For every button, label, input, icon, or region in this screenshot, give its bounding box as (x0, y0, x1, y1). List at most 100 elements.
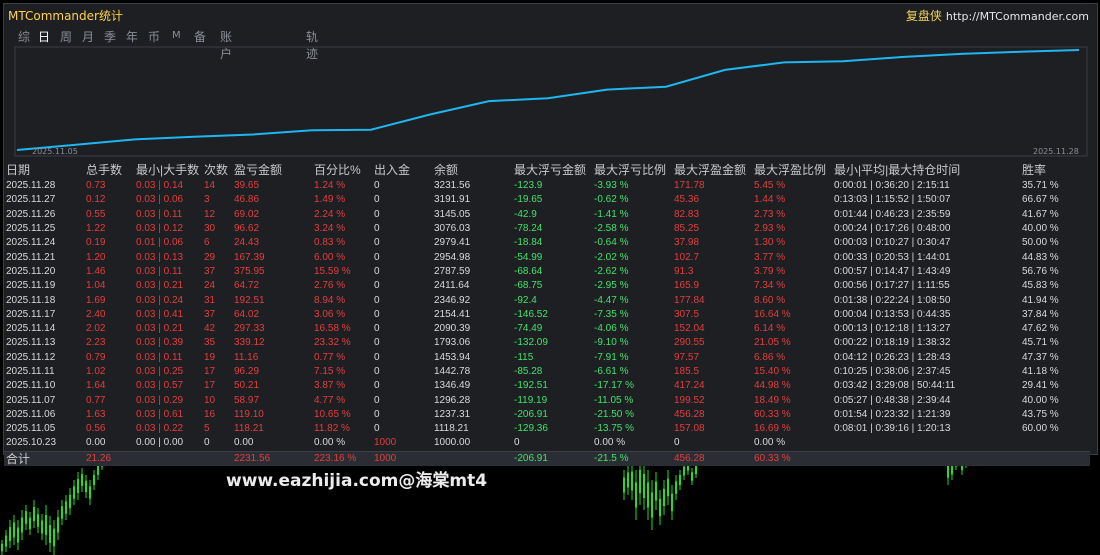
tab-0[interactable]: 综 (18, 30, 31, 44)
cell: 0 (674, 437, 680, 449)
title-bar: MTCommander统计 复盘侠 http://MTCommander.com (4, 4, 1097, 24)
tab-4[interactable]: 季 (104, 30, 117, 44)
cell: 2787.59 (434, 265, 471, 277)
table-row[interactable]: 2025.11.26 0.55 0.03 | 0.11 12 69.02 2.24 % 0 3… (4, 208, 1090, 222)
cell: 0:00:03 | 0:10:27 | 0:30:47 (834, 237, 951, 249)
tab-2[interactable]: 周 (60, 30, 73, 44)
cell: 1793.06 (434, 337, 471, 349)
table-row[interactable]: 2025.11.24 0.19 0.01 | 0.06 6 24.43 0.83 % 0 29… (4, 236, 1090, 250)
tab-6[interactable]: 币 (148, 30, 161, 44)
cell: 2.23 (86, 337, 106, 349)
cell: 3.77 % (754, 251, 786, 263)
cell: 417.24 (674, 380, 705, 392)
candle-body (635, 482, 637, 508)
candle-body (29, 517, 31, 530)
cell: 0 (374, 194, 380, 206)
table-row[interactable]: 2025.11.14 2.02 0.03 | 0.21 42 297.33 16.58 %… (4, 322, 1090, 336)
cell: 2025.11.14 (6, 323, 56, 335)
table-row[interactable]: 2025.11.25 1.22 0.03 | 0.12 30 96.62 3.24 % 0 3… (4, 222, 1090, 236)
cell: -1.41 % (594, 208, 629, 220)
cell: 1442.78 (434, 366, 471, 377)
cell: 0.00 % (594, 437, 626, 449)
col-header-4: 盈亏金额 (234, 163, 283, 177)
table-row[interactable]: 2025.11.21 1.20 0.03 | 0.13 29 167.39 6.00 % 0… (4, 250, 1090, 264)
tab-10[interactable]: 轨迹 (306, 30, 319, 61)
tab-3[interactable]: 月 (82, 30, 95, 44)
cell: 64.02 (234, 308, 260, 320)
cell: 24 (204, 280, 216, 292)
cell: 2025.11.13 (6, 337, 56, 349)
cell: 307.5 (674, 308, 700, 320)
tab-7[interactable]: M (172, 30, 181, 41)
cell: 96.29 (234, 366, 260, 377)
candle-body (631, 471, 633, 491)
table-row[interactable]: 2025.11.17 2.40 0.03 | 0.41 37 64.02 3.06 % 0 2… (4, 308, 1090, 322)
cell (1020, 436, 1090, 451)
stats-panel: MTCommander统计 复盘侠 http://MTCommander.com … (3, 3, 1098, 466)
table-row[interactable]: 2025.11.19 1.04 0.03 | 0.21 24 64.72 2.76 % 0 2… (4, 279, 1090, 293)
table-row[interactable]: 2025.11.07 0.77 0.03 | 0.29 10 58.97 4.77 % 0 1… (4, 393, 1090, 407)
cell: 50.21 (234, 380, 260, 392)
tab-5[interactable]: 年 (126, 30, 139, 44)
cell: 19 (204, 351, 216, 363)
cell: 185.5 (674, 366, 700, 377)
table-row[interactable]: 2025.11.05 0.56 0.03 | 0.22 5 118.21 11.82 % 0… (4, 422, 1090, 436)
candle-body (45, 515, 47, 535)
candle-body (21, 517, 23, 533)
candle-body (695, 466, 697, 474)
table-row[interactable]: 2025.11.06 1.63 0.03 | 0.61 16 119.10 10.65 %… (4, 408, 1090, 422)
table-row[interactable]: 2025.10.23 0.00 0.00 | 0.00 0 0.00 0.00 % 1000… (4, 436, 1090, 451)
cell: 0.03 | 0.21 (136, 280, 184, 292)
cell: -0.62 % (594, 194, 629, 206)
cell: 171.78 (674, 180, 705, 192)
table-row[interactable]: 2025.11.27 0.12 0.03 | 0.06 3 46.86 1.49 % 0 31… (4, 193, 1090, 207)
cell: 2025.11.12 (6, 351, 56, 363)
cell: 199.52 (674, 394, 705, 406)
candle-body (651, 492, 653, 518)
candle-body (65, 501, 67, 514)
table-row[interactable]: 2025.11.11 1.02 0.03 | 0.25 17 96.29 7.15 % 0 1… (4, 365, 1090, 379)
total-cell: 21.26 (84, 450, 134, 466)
chart-start-label: 2025.11.05 (32, 147, 78, 156)
cell: 2025.11.10 (6, 380, 56, 392)
cell: 2025.11.07 (6, 394, 56, 406)
cell: 47.37 % (1022, 351, 1059, 363)
table-row[interactable]: 2025.11.13 2.23 0.03 | 0.39 35 339.12 23.32 %… (4, 336, 1090, 350)
cell: 1.20 (86, 251, 106, 263)
col-header-10: 最大浮盈金额 (674, 163, 747, 177)
cell: 1118.21 (434, 423, 469, 435)
cell: 0.56 (86, 423, 106, 435)
cell: -78.24 (514, 223, 543, 235)
table-row[interactable]: 2025.11.28 0.73 0.03 | 0.14 14 39.65 1.24 % 0 3… (4, 179, 1090, 193)
cell: 0:10:25 | 0:38:06 | 2:37:45 (834, 366, 951, 377)
cell: -132.09 (514, 337, 548, 349)
table-row[interactable]: 2025.11.12 0.79 0.03 | 0.11 19 11.16 0.77 % 0 1… (4, 351, 1090, 365)
cell: -68.64 (514, 265, 543, 277)
tab-1[interactable]: 日 (38, 30, 51, 44)
cell: -11.05 % (594, 394, 634, 406)
total-row: 合计 21.26 2231.56 223.16 % 1000 -206.91 -21.5 %… (4, 450, 1090, 466)
candle-body (679, 475, 681, 485)
tab-8[interactable]: 备 (194, 30, 207, 44)
table-row[interactable]: 2025.11.10 1.64 0.03 | 0.57 17 50.21 3.87 % 0 1… (4, 379, 1090, 393)
candle-body (675, 481, 677, 494)
cell: 0.03 | 0.14 (136, 180, 184, 192)
total-cell: 223.16 % (312, 450, 372, 466)
cell: -68.75 (514, 280, 543, 292)
candle-body (623, 477, 625, 493)
brand[interactable]: 复盘侠 http://MTCommander.com (906, 7, 1089, 24)
cell: 3.06 % (314, 308, 346, 320)
table-row[interactable]: 2025.11.20 1.46 0.03 | 0.11 37 375.95 15.59 %… (4, 265, 1090, 279)
cell: 47.62 % (1022, 323, 1059, 335)
cell: 3191.91 (434, 194, 471, 206)
brand-url[interactable]: http://MTCommander.com (945, 10, 1089, 23)
cell: 37.98 (674, 237, 700, 249)
cell: 42 (204, 323, 216, 335)
candle-body (97, 465, 99, 475)
cell: -115 (514, 351, 534, 363)
cell: 1.04 (86, 280, 106, 292)
app-title: MTCommander统计 (8, 9, 123, 23)
table-row[interactable]: 2025.11.18 1.69 0.03 | 0.24 31 192.51 8.94 % 0… (4, 293, 1090, 307)
tab-9[interactable]: 账户 (220, 30, 233, 61)
candle-body (951, 463, 953, 475)
